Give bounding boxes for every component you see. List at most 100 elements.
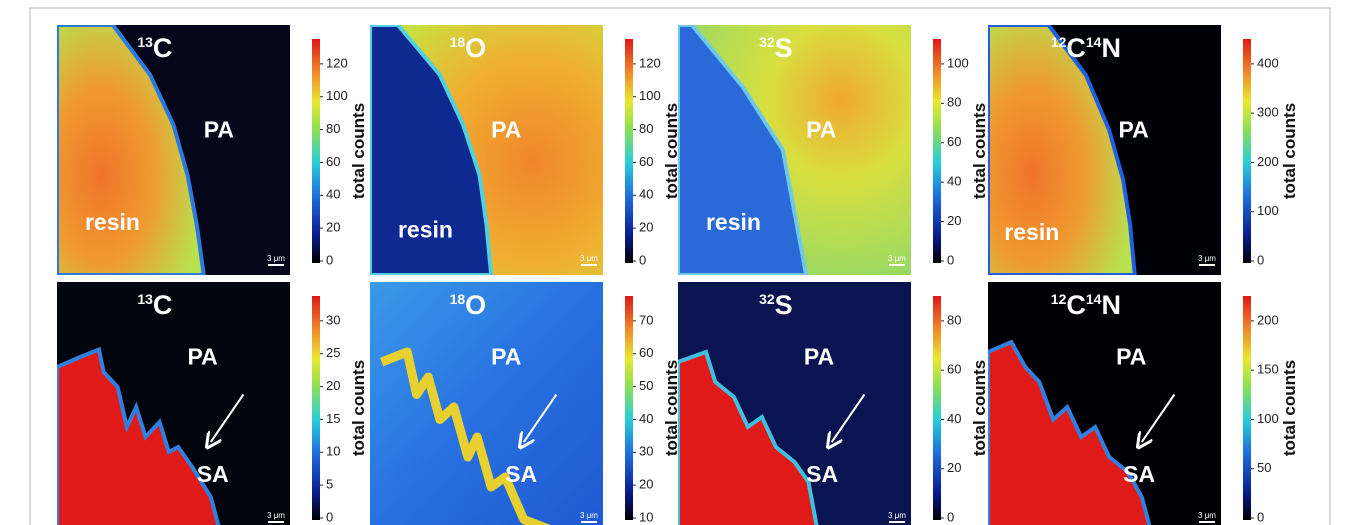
- region-label: PA: [1116, 344, 1146, 370]
- scale-bar-label: 3 μm: [267, 511, 285, 520]
- isotope-mass: 18: [450, 34, 466, 50]
- isotope-label: 32S: [759, 290, 793, 320]
- colorbar-tick-label: 20: [639, 477, 653, 492]
- scale-bar-label: 3 μm: [888, 254, 906, 263]
- micrograph: [57, 25, 290, 275]
- arrow: [1142, 393, 1176, 443]
- resin-region: [678, 25, 809, 275]
- colorbar-tick-label: 0: [947, 252, 954, 267]
- interface: [380, 347, 551, 525]
- colorbar-tick-label: 400: [1257, 55, 1279, 70]
- colorbar-tick-label: 120: [639, 55, 661, 70]
- colorbar: [1243, 296, 1251, 520]
- region-label: PA: [491, 117, 521, 143]
- colorbar-tick-label: 150: [1257, 362, 1279, 377]
- figure-frame: [29, 7, 1331, 525]
- isotope-element: S: [775, 290, 793, 320]
- region-label: PA: [187, 344, 217, 370]
- colorbar-title: total counts: [662, 103, 681, 199]
- resin-region: [370, 25, 494, 275]
- isotope-label: 12C14N: [1051, 290, 1121, 320]
- micrograph: [678, 25, 911, 275]
- colorbar-tick-label: 80: [947, 95, 961, 110]
- resin-region: [678, 349, 819, 525]
- isotope-label: 13C: [137, 33, 172, 63]
- region-label: SA: [505, 461, 537, 487]
- micrograph: [988, 25, 1221, 275]
- colorbar-tick-label: 70: [639, 312, 653, 327]
- isotope-mass: 14: [1086, 34, 1102, 50]
- colorbar: [933, 296, 941, 520]
- isotope-element: S: [775, 33, 793, 63]
- panel: 12C14N PA SA 3 μm 0 50 100 150 200 total counts: [988, 282, 1299, 525]
- colorbar-title: total counts: [1280, 103, 1299, 199]
- scale-bar-label: 3 μm: [580, 254, 598, 263]
- panel: 13C PA SA 3 μm 0 5 10 15 20 25 30 total counts: [57, 282, 368, 525]
- colorbar-tick-label: 100: [947, 55, 969, 70]
- colorbar-tick-label: 40: [639, 187, 653, 202]
- scale-bar-label: 3 μm: [1198, 254, 1216, 263]
- arrow: [211, 393, 245, 443]
- colorbar-tick-label: 100: [1257, 411, 1279, 426]
- colorbar-tick-label: 60: [326, 154, 340, 169]
- colorbar-tick-label: 30: [639, 444, 653, 459]
- colorbar-tick-label: 15: [326, 411, 340, 426]
- region-label: PA: [491, 344, 521, 370]
- colorbar-tick-label: 50: [639, 378, 653, 393]
- resin-region: [57, 346, 221, 525]
- isotope-mass: 12: [1051, 34, 1067, 50]
- colorbar-tick-label: 20: [326, 220, 340, 235]
- isotope-label: 32S: [759, 33, 793, 63]
- colorbar-tick-label: 0: [947, 509, 954, 524]
- colorbar-tick-label: 100: [1257, 203, 1279, 218]
- region-label: PA: [204, 117, 234, 143]
- isotope-mass: 13: [137, 291, 153, 307]
- colorbar-title: total counts: [662, 360, 681, 456]
- region-label: resin: [706, 209, 761, 235]
- colorbar-tick-label: 60: [639, 345, 653, 360]
- colorbar-tick-label: 20: [947, 460, 961, 475]
- region-label: resin: [398, 217, 453, 243]
- colorbar-tick-label: 30: [326, 312, 340, 327]
- isotope-label: 18O: [450, 33, 487, 63]
- colorbar-tick-label: 10: [326, 444, 340, 459]
- colorbar: [625, 39, 633, 263]
- colorbar: [625, 296, 633, 520]
- panel: 32S PA resin 3 μm 0 20 40 60 80 100 total counts: [678, 25, 989, 275]
- colorbar-tick-label: 80: [326, 121, 340, 136]
- region-label: resin: [85, 209, 140, 235]
- resin-region: [57, 25, 206, 275]
- micrograph: [988, 282, 1221, 525]
- colorbar-title: total counts: [970, 360, 989, 456]
- arrow: [524, 393, 558, 443]
- image-background: [370, 282, 603, 525]
- resin-region: [988, 25, 1137, 275]
- micrograph: [370, 25, 603, 275]
- colorbar-tick-label: 40: [639, 411, 653, 426]
- isotope-mass: 32: [759, 291, 775, 307]
- isotope-mass: 12: [1051, 291, 1067, 307]
- region-label: PA: [804, 344, 834, 370]
- isotope-element: O: [465, 33, 486, 63]
- isotope-element: N: [1101, 33, 1121, 63]
- isotope-mass: 32: [759, 34, 775, 50]
- panel: 12C14N PA resin 3 μm 0 100 200 300 400 total coun…: [988, 25, 1299, 275]
- colorbar-tick-label: 0: [326, 252, 333, 267]
- colorbar-tick-label: 20: [947, 213, 961, 228]
- colorbar: [933, 39, 941, 263]
- micrograph: [57, 282, 290, 525]
- panel: 13C PA resin 3 μm 0 20 40 60 80 100 120 total count…: [57, 25, 368, 275]
- colorbar-tick-label: 0: [1257, 252, 1264, 267]
- colorbar-tick-label: 20: [326, 378, 340, 393]
- colorbar-tick-label: 0: [326, 509, 333, 524]
- colorbar-title: total counts: [349, 103, 368, 199]
- colorbar-title: total counts: [349, 360, 368, 456]
- region-label: SA: [197, 461, 229, 487]
- isotope-element: C: [1066, 290, 1086, 320]
- colorbar: [1243, 39, 1251, 263]
- colorbar-title: total counts: [970, 103, 989, 199]
- colorbar-tick-label: 100: [326, 88, 348, 103]
- colorbar-tick-label: 20: [639, 220, 653, 235]
